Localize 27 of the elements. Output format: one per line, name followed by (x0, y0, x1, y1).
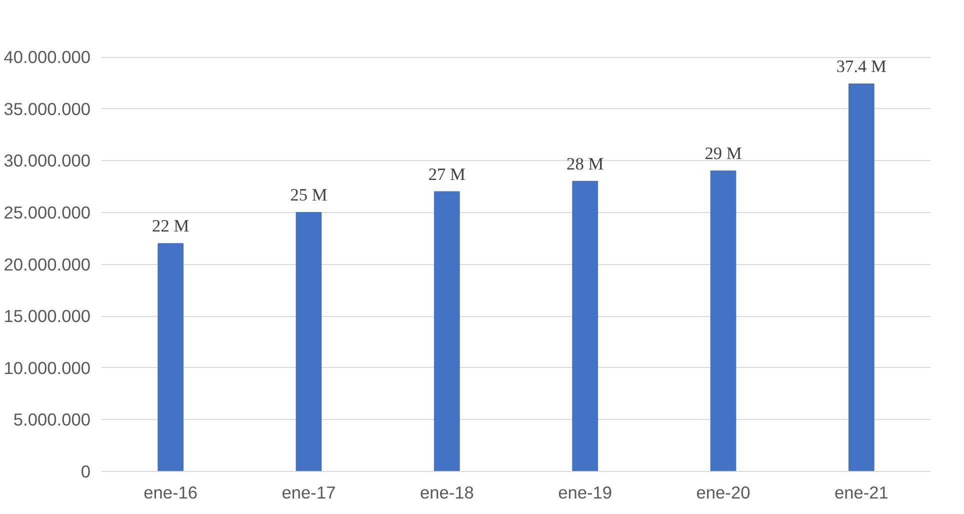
data-label: 22 M (152, 216, 190, 236)
bar (434, 191, 460, 472)
x-tick-label: ene-17 (282, 482, 336, 502)
data-label: 28 M (566, 154, 604, 174)
data-label: 25 M (290, 185, 328, 204)
data-label: 37.4 M (836, 57, 886, 76)
y-tick-label: 20.000.000 (4, 254, 91, 274)
data-label: 27 M (428, 164, 466, 184)
y-tick-label: 10.000.000 (4, 358, 91, 378)
bar (710, 170, 736, 472)
y-tick-label: 35.000.000 (4, 98, 91, 119)
x-tick-label: ene-21 (834, 482, 888, 502)
y-tick-label: 5.000.000 (13, 410, 91, 430)
bar (296, 212, 322, 472)
y-tick-label: 40.000.000 (4, 47, 91, 68)
bar (158, 243, 184, 472)
bar (572, 180, 598, 472)
bar (848, 84, 874, 472)
x-tick-label: ene-19 (558, 482, 612, 502)
data-label: 29 M (704, 144, 742, 164)
y-tick-label: 30.000.000 (4, 150, 91, 171)
x-tick-label: ene-16 (144, 482, 198, 502)
y-tick-label: 25.000.000 (4, 202, 91, 222)
y-tick-label: 15.000.000 (4, 306, 91, 326)
x-tick-label: ene-20 (696, 482, 750, 502)
x-tick-label: ene-18 (420, 482, 474, 502)
y-tick-label: 0 (80, 462, 91, 482)
